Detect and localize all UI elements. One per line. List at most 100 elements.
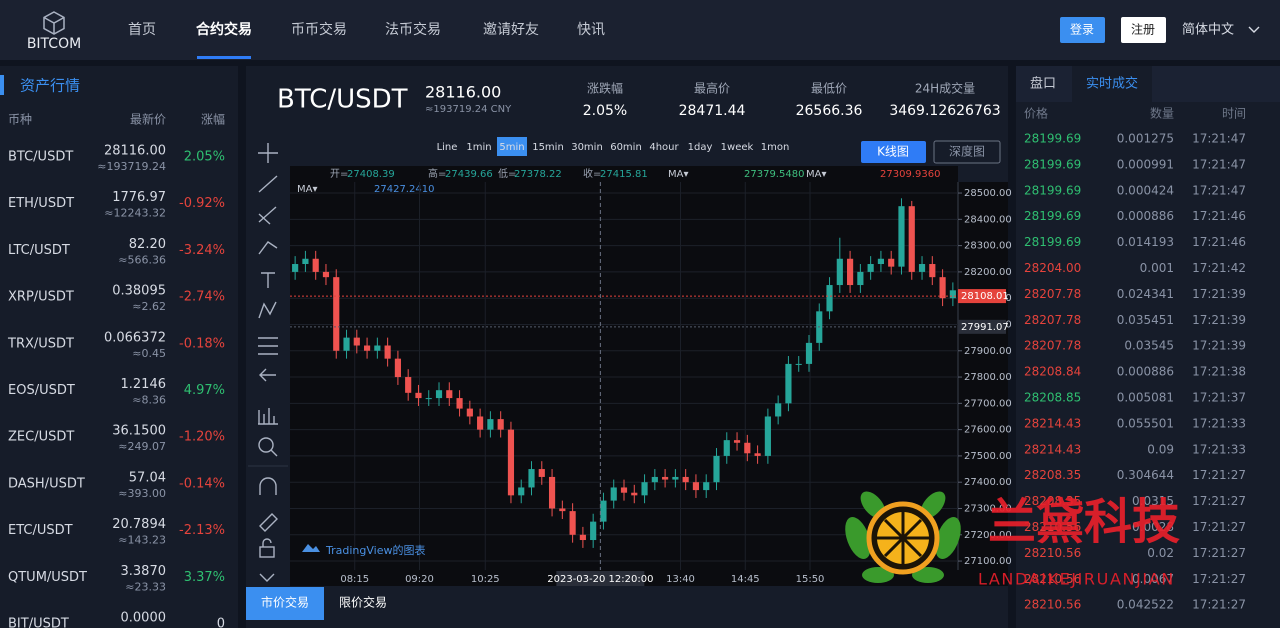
nav-item[interactable]: 邀请好友 xyxy=(483,22,539,38)
x-tick-label: 15:50 xyxy=(796,574,825,585)
candle-body xyxy=(795,363,802,365)
market-pair[interactable]: ZEC/USDT xyxy=(8,430,74,445)
market-change: -2.13% xyxy=(179,523,225,538)
interval[interactable]: 15min xyxy=(532,142,564,153)
kline-label[interactable]: K线图 xyxy=(877,145,909,159)
market-change: -2.74% xyxy=(179,290,225,305)
order-tab[interactable]: 市价交易 xyxy=(261,595,309,610)
trade-time: 17:21:46 xyxy=(1192,235,1246,249)
candle-body xyxy=(723,440,730,456)
depth-label[interactable]: 深度图 xyxy=(949,144,985,159)
candle-body xyxy=(662,476,669,480)
interval[interactable]: Line xyxy=(437,142,458,153)
interval[interactable]: 1day xyxy=(688,142,713,153)
candle-body xyxy=(569,511,576,535)
market-change: -0.92% xyxy=(179,196,225,211)
trade-amount: 0.03545 xyxy=(1124,339,1174,353)
stat-value: 28471.44 xyxy=(679,103,746,119)
trade-time: 17:21:42 xyxy=(1192,261,1246,275)
x-tick-label: 14:45 xyxy=(731,574,760,585)
trade-time: 17:21:27 xyxy=(1192,468,1246,482)
candle-body xyxy=(302,258,309,265)
nav-item[interactable]: 币币交易 xyxy=(291,21,347,38)
candle-body xyxy=(384,345,391,359)
market-price: 82.20 xyxy=(129,237,166,252)
candle-body xyxy=(867,264,874,272)
trade-time: 17:21:39 xyxy=(1192,339,1246,353)
market-pair[interactable]: QTUM/USDT xyxy=(8,570,87,585)
market-change: -3.24% xyxy=(179,243,225,258)
candle-body xyxy=(528,469,535,488)
market-pair[interactable]: BTC/USDT xyxy=(8,150,73,165)
interval[interactable]: 1mon xyxy=(761,142,790,153)
login-button[interactable] xyxy=(1060,17,1105,43)
market-pair[interactable]: BIT/USDT xyxy=(8,617,69,628)
y-tick-label: 27600.00 xyxy=(964,425,1012,436)
register-label[interactable]: 注册 xyxy=(1131,22,1155,37)
stat-label: 最低价 xyxy=(811,82,847,96)
interval[interactable]: 30min xyxy=(571,142,603,153)
candle-body xyxy=(435,390,443,399)
column-header: 最新价 xyxy=(130,112,166,127)
market-pair[interactable]: EOS/USDT xyxy=(8,383,75,398)
market-pair[interactable]: XRP/USDT xyxy=(8,290,74,305)
candle-body xyxy=(579,534,586,541)
price-tag xyxy=(958,319,1006,334)
login-label[interactable]: 登录 xyxy=(1070,22,1094,37)
nav-item[interactable]: 法币交易 xyxy=(385,21,441,38)
market-pair[interactable]: TRX/USDT xyxy=(7,336,74,351)
trade-price: 28210.56 xyxy=(1024,598,1081,612)
trade-amount: 0.000424 xyxy=(1117,183,1174,197)
nav-item[interactable]: 首页 xyxy=(128,22,156,38)
interval[interactable]: 1week xyxy=(721,142,754,153)
interval[interactable]: 60min xyxy=(610,142,642,153)
trade-amount: 0.000886 xyxy=(1117,365,1174,379)
ticker-pair: BTC/USDT xyxy=(277,85,408,115)
nav-item[interactable]: 合约交易 xyxy=(196,21,252,38)
order-tab-active[interactable] xyxy=(246,587,324,620)
trade-price: 28210.56 xyxy=(1024,546,1081,560)
market-pair[interactable]: ETC/USDT xyxy=(8,523,73,538)
market-pair[interactable]: LTC/USDT xyxy=(8,243,70,258)
trade-time: 17:21:27 xyxy=(1192,494,1246,508)
trade-amount: 0.014193 xyxy=(1117,235,1174,249)
candle-body xyxy=(610,487,617,501)
trades-panel xyxy=(1016,66,1280,628)
market-price: 3.3870 xyxy=(121,564,167,579)
trade-amount: 0.09 xyxy=(1147,442,1174,456)
candle-body xyxy=(466,408,473,417)
register-button[interactable] xyxy=(1121,17,1166,43)
candle-body xyxy=(456,398,463,409)
y-tick-label: 27300.00 xyxy=(964,503,1012,514)
interval[interactable]: 1min xyxy=(466,142,491,153)
trade-time: 17:21:38 xyxy=(1192,365,1246,379)
kline-button[interactable] xyxy=(861,141,926,163)
trade-price: 28208.85 xyxy=(1024,391,1081,405)
candle-body xyxy=(764,416,771,456)
trades-tab-active[interactable] xyxy=(1072,66,1152,102)
depth-button[interactable] xyxy=(933,140,1001,164)
trade-price: 28199.69 xyxy=(1024,183,1081,197)
nav-item[interactable]: 快讯 xyxy=(577,22,605,38)
market-change: 3.37% xyxy=(184,570,225,585)
trades-tab[interactable]: 实时成交 xyxy=(1086,76,1138,92)
ma-value: 27427.2410 xyxy=(374,184,434,195)
market-pair[interactable]: ETH/USDT xyxy=(8,196,74,211)
market-pair[interactable]: DASH/USDT xyxy=(8,476,85,491)
language[interactable]: 简体中文 xyxy=(1182,22,1234,38)
logo: BITCOM xyxy=(27,36,81,52)
column-header: 币种 xyxy=(8,113,32,127)
market-change: -0.18% xyxy=(179,336,225,351)
market-panel xyxy=(0,66,238,628)
interval[interactable]: 4hour xyxy=(649,142,679,153)
candle-body xyxy=(600,500,607,522)
interval[interactable]: 5min xyxy=(499,142,524,153)
trade-price: 28207.78 xyxy=(1024,313,1081,327)
market-change: -0.14% xyxy=(179,476,225,491)
trades-tab[interactable]: 盘口 xyxy=(1030,76,1056,92)
order-tab[interactable]: 限价交易 xyxy=(339,595,387,610)
candle-body xyxy=(692,482,700,491)
ma-value: 27309.9360 xyxy=(880,169,940,180)
candle-body xyxy=(363,345,371,351)
trade-price: 28199.69 xyxy=(1024,157,1081,171)
